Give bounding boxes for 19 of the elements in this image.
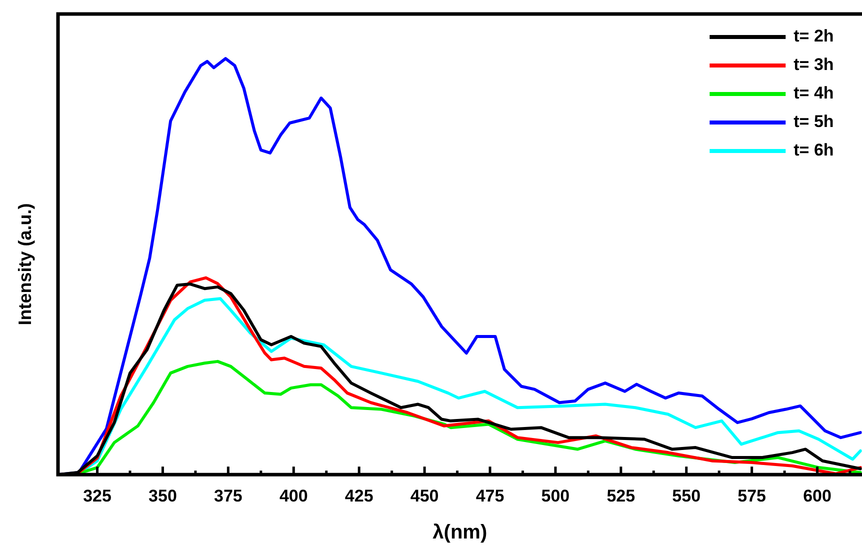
y-axis-title: Intensity (a.u.) <box>14 203 35 326</box>
legend-label: t= 5h <box>794 112 834 132</box>
legend-label: t= 4h <box>794 84 834 103</box>
x-tick-label: 325 <box>83 486 112 506</box>
x-tick-label: 475 <box>476 486 504 506</box>
x-tick-label: 575 <box>738 486 766 506</box>
x-tick-label: 450 <box>410 486 439 506</box>
x-tick-label: 425 <box>344 486 374 506</box>
legend-label: t= 6h <box>794 140 834 160</box>
x-tick-label: 500 <box>541 486 570 506</box>
x-tick-label: 525 <box>606 486 636 506</box>
x-tick-label: 550 <box>672 486 701 506</box>
x-axis-title: λ(nm) <box>432 522 488 544</box>
legend-label: t= 3h <box>794 55 834 74</box>
x-tick-label: 375 <box>214 486 242 506</box>
x-tick-label: 400 <box>279 486 308 506</box>
x-tick-label: 350 <box>148 486 177 506</box>
x-tick-label: 600 <box>803 486 832 506</box>
legend-label: t= 2h <box>794 26 834 46</box>
